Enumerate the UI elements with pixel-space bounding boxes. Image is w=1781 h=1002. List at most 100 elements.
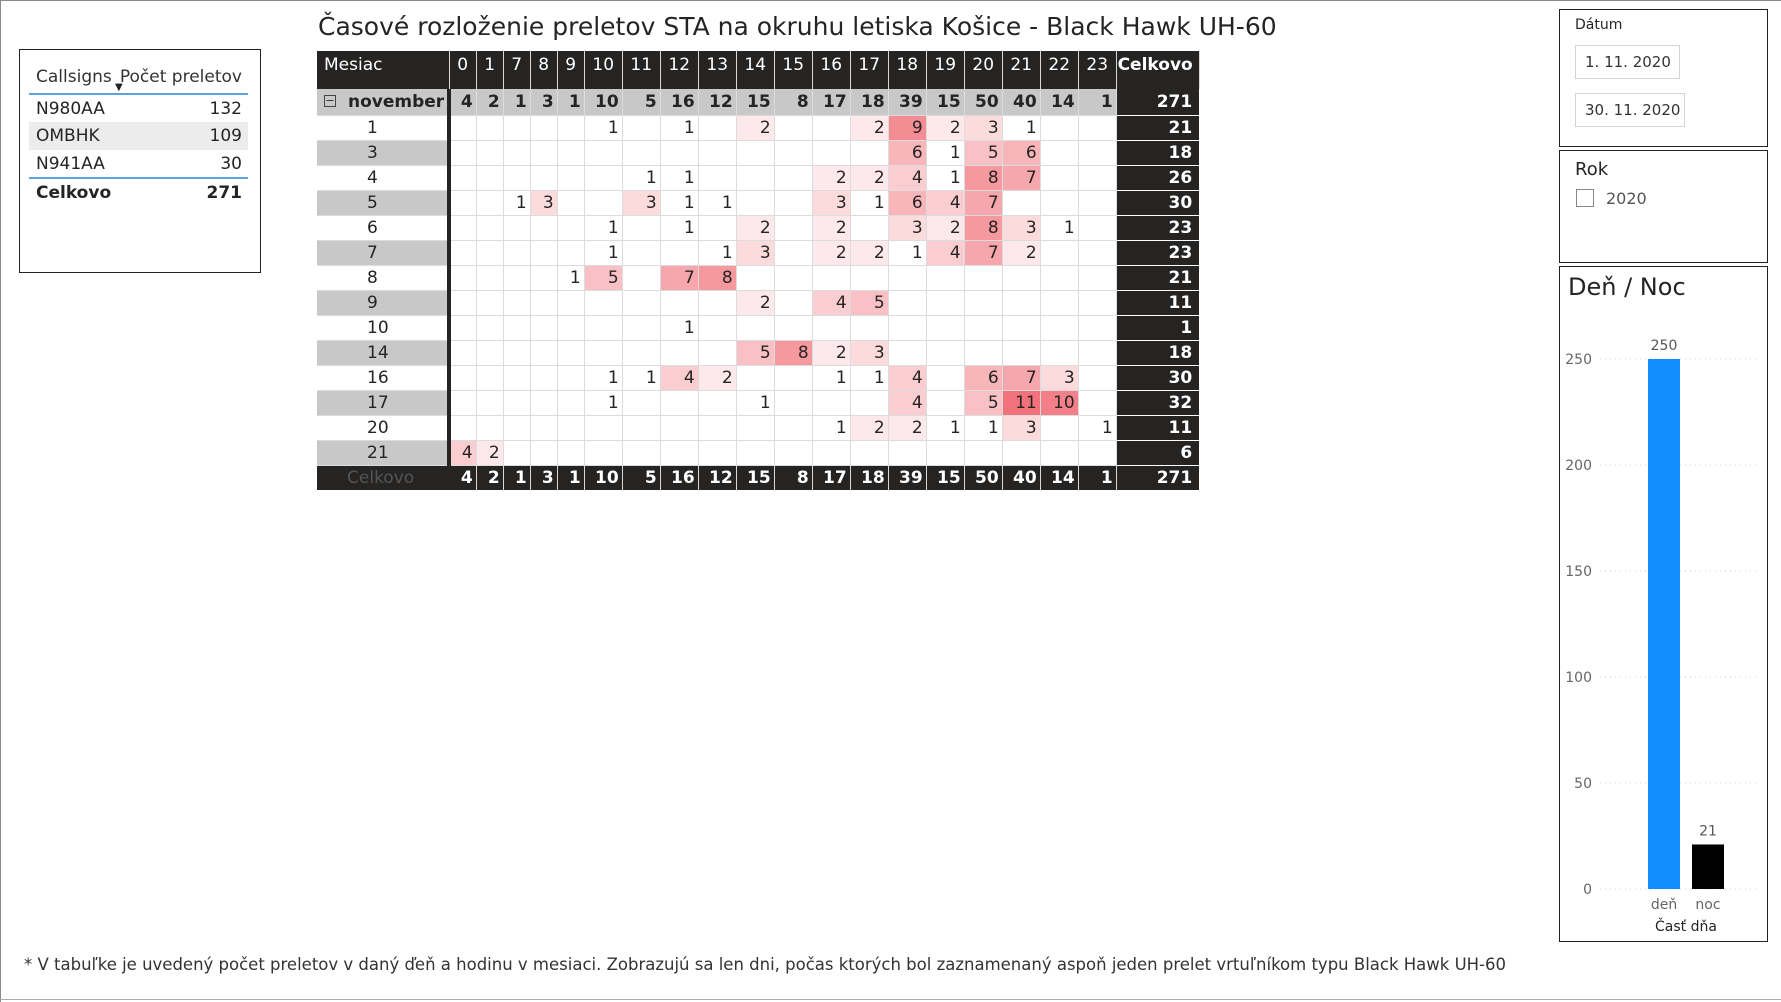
count-cell: 109 — [114, 122, 248, 150]
column-header-hour[interactable]: 19 — [926, 51, 965, 89]
table-row[interactable]: N980AA 132 — [29, 94, 248, 122]
hour-cell: 2 — [850, 415, 889, 441]
table-row[interactable]: 16 1 1 4 2 1 1 4 6 7 3 30 — [317, 365, 1200, 391]
hour-cell — [449, 215, 477, 241]
column-header-hour[interactable]: 7 — [503, 51, 531, 89]
column-header-count[interactable]: Počet preletov ▼ — [115, 60, 248, 94]
hour-cell — [622, 140, 661, 166]
month-subtotal-cell: 3 — [530, 89, 558, 116]
column-header-hour[interactable]: 23 — [1078, 51, 1117, 89]
hour-cell: 1 — [812, 415, 851, 441]
table-row[interactable]: 9 2 4 5 11 — [317, 290, 1200, 316]
column-header-hour[interactable]: 0 — [449, 51, 477, 89]
hour-cell: 1 — [660, 315, 699, 341]
column-header-hour[interactable]: 17 — [850, 51, 889, 89]
hour-cell — [622, 290, 661, 316]
hour-cell: 1 — [660, 215, 699, 241]
hour-cell — [622, 115, 661, 141]
table-row[interactable]: 21 4 2 6 — [317, 440, 1200, 466]
year-option-label[interactable]: 2020 — [1606, 189, 1647, 208]
hour-cell — [1078, 215, 1117, 241]
table-row[interactable]: 8 1 5 7 8 21 — [317, 265, 1200, 291]
hour-cell — [850, 440, 889, 466]
hour-cell: 2 — [850, 240, 889, 266]
hour-total-cell: 8 — [774, 465, 813, 490]
column-header-hour[interactable]: 1 — [476, 51, 504, 89]
column-header-hour[interactable]: 10 — [584, 51, 623, 89]
day-total-cell: 21 — [1116, 115, 1200, 141]
hour-cell — [503, 365, 531, 391]
column-header-hour[interactable]: 12 — [660, 51, 699, 89]
date-to-input[interactable]: 30. 11. 2020 — [1575, 93, 1685, 127]
bar-noc[interactable] — [1692, 844, 1724, 889]
table-row[interactable]: OMBHK 109 — [29, 122, 248, 150]
hour-cell — [530, 390, 558, 416]
table-row[interactable]: N941AA 30 — [29, 150, 248, 178]
hour-cell: 1 — [557, 265, 585, 291]
hour-cell — [964, 440, 1003, 466]
table-row[interactable]: 17 1 1 4 5 11 10 32 — [317, 390, 1200, 416]
hour-total-cell: 15 — [736, 465, 775, 490]
column-header-hour[interactable]: 14 — [736, 51, 775, 89]
hour-cell: 2 — [850, 165, 889, 191]
table-row[interactable]: 5 1 3 3 1 1 3 1 6 4 7 30 — [317, 190, 1200, 216]
column-header-hour[interactable]: 18 — [888, 51, 927, 89]
hour-total-cell: 1 — [557, 465, 585, 490]
hour-cell: 2 — [698, 365, 737, 391]
x-tick-label: noc — [1695, 897, 1720, 913]
hour-cell — [476, 165, 504, 191]
hour-cell — [530, 340, 558, 366]
month-subtotal-cell: 17 — [812, 89, 851, 116]
y-tick-label: 200 — [1565, 458, 1592, 474]
month-subtotal-cell: 4 — [449, 89, 477, 116]
column-header-hour[interactable]: 9 — [557, 51, 585, 89]
column-header-month[interactable]: Mesiac — [317, 51, 450, 89]
table-row[interactable]: 1 1 1 2 2 9 2 3 1 21 — [317, 115, 1200, 141]
hour-total-cell: 10 — [584, 465, 623, 490]
column-header-hour[interactable]: 21 — [1002, 51, 1041, 89]
hour-cell — [774, 165, 813, 191]
month-row[interactable]: − november 4 2 1 3 1 10 5 16 12 15 8 17 18 39 15 50 40 14 1 2… — [317, 89, 1200, 116]
hour-cell — [698, 215, 737, 241]
column-header-hour[interactable]: 20 — [964, 51, 1003, 89]
table-row[interactable]: 3 6 1 5 6 18 — [317, 140, 1200, 166]
table-row[interactable]: 14 5 8 2 3 18 — [317, 340, 1200, 366]
hour-cell — [926, 315, 965, 341]
hour-cell: 3 — [888, 215, 927, 241]
column-header-hour[interactable]: 15 — [774, 51, 813, 89]
table-row[interactable]: 4 1 1 2 2 4 1 8 7 26 — [317, 165, 1200, 191]
column-header-total[interactable]: Celkovo — [1116, 51, 1200, 89]
hour-cell — [1002, 190, 1041, 216]
column-header-hour[interactable]: 22 — [1040, 51, 1079, 89]
hour-total-cell: 40 — [1002, 465, 1041, 490]
table-row[interactable]: 10 1 1 — [317, 315, 1200, 341]
column-header-hour[interactable]: 16 — [812, 51, 851, 89]
year-checkbox[interactable] — [1576, 189, 1594, 207]
hour-total-cell: 50 — [964, 465, 1003, 490]
date-from-input[interactable]: 1. 11. 2020 — [1575, 45, 1680, 79]
column-header-hour[interactable]: 11 — [622, 51, 661, 89]
hour-cell — [530, 265, 558, 291]
hour-cell: 4 — [449, 440, 477, 466]
hour-cell — [557, 365, 585, 391]
hour-cell — [476, 140, 504, 166]
table-row[interactable]: 7 1 1 3 2 2 1 4 7 2 23 — [317, 240, 1200, 266]
hour-cell: 6 — [1002, 140, 1041, 166]
bar-deň[interactable] — [1648, 359, 1680, 889]
table-row[interactable]: 6 1 1 2 2 3 2 8 3 1 23 — [317, 215, 1200, 241]
hour-cell: 1 — [584, 390, 623, 416]
hour-cell — [660, 390, 699, 416]
hour-cell — [1040, 190, 1079, 216]
hour-cell — [698, 140, 737, 166]
collapse-icon[interactable]: − — [324, 93, 336, 107]
hour-cell — [736, 190, 775, 216]
column-header-hour[interactable]: 8 — [530, 51, 558, 89]
column-header-hour[interactable]: 13 — [698, 51, 737, 89]
hour-cell: 7 — [1002, 365, 1041, 391]
matrix-title: Časové rozloženie preletov STA na okruhu… — [318, 12, 1277, 41]
table-row[interactable]: 20 1 2 2 1 1 3 1 11 — [317, 415, 1200, 441]
hour-total-cell: 1 — [503, 465, 531, 490]
hour-cell — [774, 215, 813, 241]
column-header-callsigns[interactable]: Callsigns — [36, 66, 112, 87]
y-tick-label: 0 — [1583, 882, 1592, 898]
